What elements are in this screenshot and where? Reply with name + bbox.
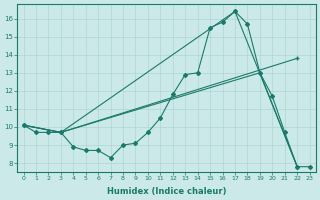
X-axis label: Humidex (Indice chaleur): Humidex (Indice chaleur) [107, 187, 226, 196]
